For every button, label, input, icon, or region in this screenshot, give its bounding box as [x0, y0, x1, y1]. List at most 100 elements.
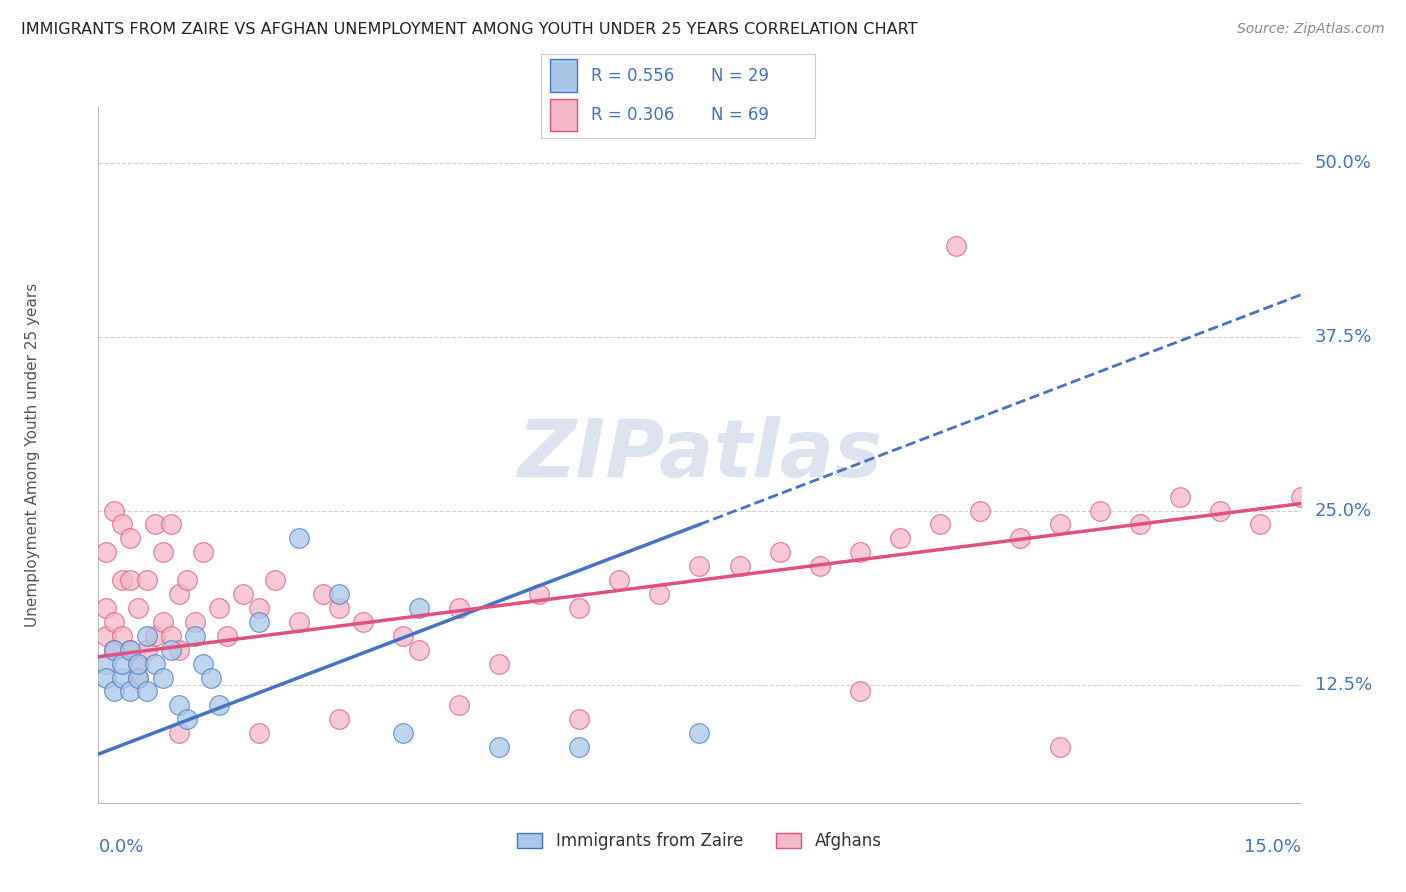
Point — [609, 573, 631, 587]
Point — [159, 629, 181, 643]
Point — [1129, 517, 1152, 532]
Text: 37.5%: 37.5% — [1315, 327, 1372, 345]
Point — [152, 545, 174, 559]
Point — [152, 615, 174, 629]
Point — [176, 573, 198, 587]
Point — [128, 657, 150, 671]
Point — [143, 657, 166, 671]
Point — [128, 671, 150, 685]
Point — [447, 698, 470, 713]
Text: ZIPatlas: ZIPatlas — [517, 416, 882, 494]
Point — [408, 601, 430, 615]
Point — [929, 517, 952, 532]
Point — [103, 503, 125, 517]
Point — [247, 615, 270, 629]
Point — [152, 671, 174, 685]
Text: 25.0%: 25.0% — [1315, 501, 1372, 519]
Point — [688, 726, 710, 740]
Point — [328, 601, 350, 615]
Point — [208, 698, 231, 713]
Point — [352, 615, 374, 629]
Point — [969, 503, 991, 517]
Point — [1289, 490, 1312, 504]
FancyBboxPatch shape — [550, 60, 576, 92]
Point — [568, 601, 591, 615]
Text: N = 69: N = 69 — [711, 106, 769, 124]
Point — [176, 712, 198, 726]
Legend: Immigrants from Zaire, Afghans: Immigrants from Zaire, Afghans — [510, 826, 889, 857]
Point — [408, 642, 430, 657]
Point — [945, 239, 967, 253]
Point — [128, 601, 150, 615]
Text: 0.0%: 0.0% — [98, 838, 143, 855]
Point — [167, 642, 190, 657]
Text: R = 0.556: R = 0.556 — [591, 67, 673, 85]
Point — [568, 740, 591, 755]
Text: 12.5%: 12.5% — [1315, 675, 1372, 693]
Point — [263, 573, 285, 587]
Point — [288, 532, 311, 546]
Point — [111, 573, 134, 587]
Point — [247, 601, 270, 615]
Point — [120, 532, 142, 546]
Point — [135, 642, 157, 657]
Point — [183, 615, 205, 629]
Point — [1049, 740, 1071, 755]
Point — [247, 726, 270, 740]
Point — [529, 587, 551, 601]
Point — [447, 601, 470, 615]
Point — [215, 629, 238, 643]
Point — [568, 712, 591, 726]
Point — [208, 601, 231, 615]
Point — [167, 726, 190, 740]
Text: 50.0%: 50.0% — [1315, 153, 1372, 171]
Point — [111, 657, 134, 671]
Point — [120, 573, 142, 587]
Point — [1209, 503, 1232, 517]
Point — [120, 642, 142, 657]
Point — [889, 532, 911, 546]
Text: Unemployment Among Youth under 25 years: Unemployment Among Youth under 25 years — [25, 283, 39, 627]
Point — [120, 684, 142, 698]
Point — [488, 740, 510, 755]
Point — [328, 587, 350, 601]
Point — [135, 684, 157, 698]
Text: Source: ZipAtlas.com: Source: ZipAtlas.com — [1237, 22, 1385, 37]
Point — [96, 657, 118, 671]
Point — [768, 545, 790, 559]
Point — [96, 671, 118, 685]
Point — [103, 615, 125, 629]
Text: N = 29: N = 29 — [711, 67, 769, 85]
Point — [103, 642, 125, 657]
Point — [111, 671, 134, 685]
Point — [167, 698, 190, 713]
Point — [128, 671, 150, 685]
Point — [1250, 517, 1272, 532]
Point — [96, 629, 118, 643]
Point — [96, 601, 118, 615]
Point — [328, 712, 350, 726]
Point — [1049, 517, 1071, 532]
Point — [232, 587, 254, 601]
Text: R = 0.306: R = 0.306 — [591, 106, 673, 124]
Point — [191, 657, 214, 671]
FancyBboxPatch shape — [550, 99, 576, 131]
Text: IMMIGRANTS FROM ZAIRE VS AFGHAN UNEMPLOYMENT AMONG YOUTH UNDER 25 YEARS CORRELAT: IMMIGRANTS FROM ZAIRE VS AFGHAN UNEMPLOY… — [21, 22, 918, 37]
Point — [143, 629, 166, 643]
Point — [488, 657, 510, 671]
Point — [288, 615, 311, 629]
Point — [103, 642, 125, 657]
Point — [183, 629, 205, 643]
Point — [849, 545, 872, 559]
Point — [135, 573, 157, 587]
Point — [120, 642, 142, 657]
Point — [728, 559, 751, 574]
Point — [128, 657, 150, 671]
Point — [648, 587, 671, 601]
Point — [849, 684, 872, 698]
Point — [111, 517, 134, 532]
Point — [191, 545, 214, 559]
Point — [167, 587, 190, 601]
Point — [688, 559, 710, 574]
Point — [159, 517, 181, 532]
